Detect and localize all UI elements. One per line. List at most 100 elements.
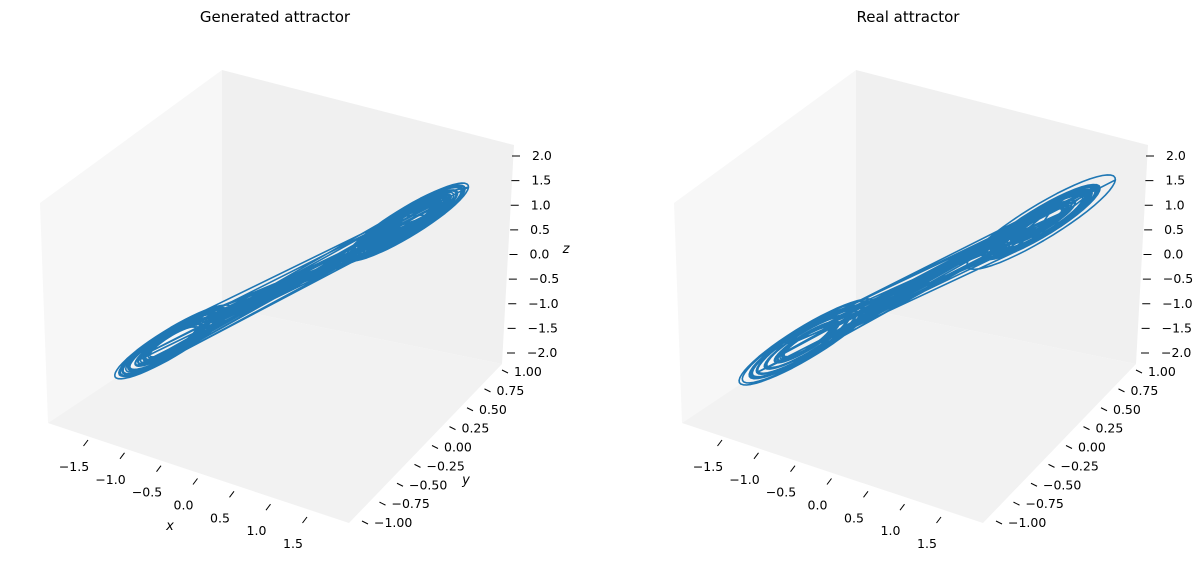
z-tick-label: 1.0 xyxy=(1165,197,1185,212)
x-axis-ticks: −1.5 −1.0 −0.5 0.0 0.5 1.0 1.5 xyxy=(693,439,942,551)
z-tick-label: 0.0 xyxy=(530,247,550,262)
z-tick-label: 1.0 xyxy=(531,197,551,212)
y-tick-mark xyxy=(1030,482,1038,487)
x-tick-mark xyxy=(83,439,89,447)
y-tick-label: −0.50 xyxy=(409,477,447,492)
z-tick-label: 0.0 xyxy=(1164,247,1184,262)
z-tick-label: 2.0 xyxy=(532,148,552,163)
y-tick-mark xyxy=(1100,407,1108,412)
y-tick-mark xyxy=(449,426,456,431)
x-tick-mark xyxy=(936,516,942,524)
y-axis-ticks: −1.00 −0.75 −0.50 −0.25 0.00 0.25 0.50 0.75 1.00 xyxy=(361,364,542,530)
y-tick-label: 0.00 xyxy=(444,440,472,455)
x-tick-label: −1.0 xyxy=(95,472,125,487)
z-tick-label: 1.5 xyxy=(531,173,551,188)
y-tick-mark xyxy=(1118,388,1125,393)
z-tick-label: 2.0 xyxy=(1166,148,1186,163)
y-tick-label: −0.75 xyxy=(392,496,430,511)
y-tick-label: 0.25 xyxy=(1096,421,1124,436)
z-axis-ticks: −2.0 −1.5 −1.0 −0.5 0.0 0.5 1.0 1.5 2.0 xyxy=(1141,148,1193,360)
x-tick-mark xyxy=(119,452,125,460)
x-tick-mark xyxy=(265,503,271,511)
x-tick-mark xyxy=(156,465,162,472)
y-tick-mark xyxy=(361,520,369,525)
x-tick-mark xyxy=(790,465,796,472)
x-tick-label: 1.5 xyxy=(917,536,937,551)
y-tick-mark xyxy=(1135,369,1143,374)
y-tick-mark xyxy=(431,445,439,449)
x-tick-label: 0.5 xyxy=(844,510,864,525)
y-tick-label: −0.25 xyxy=(427,458,465,473)
x-tick-label: 1.0 xyxy=(247,523,267,538)
y-tick-mark xyxy=(1065,445,1073,449)
y-tick-label: −1.00 xyxy=(374,515,412,530)
x-tick-label: −0.5 xyxy=(766,485,796,500)
y-tick-label: 0.75 xyxy=(497,383,525,398)
z-tick-label: 0.5 xyxy=(530,222,550,237)
y-tick-mark xyxy=(396,482,404,487)
trajectory-line xyxy=(114,182,470,380)
x-tick-mark xyxy=(229,491,235,498)
y-tick-mark xyxy=(484,388,491,393)
z-tick-label: −0.5 xyxy=(529,271,559,286)
x-tick-label: −0.5 xyxy=(132,485,162,500)
chart-title: Generated attractor xyxy=(200,8,351,26)
x-tick-label: −1.5 xyxy=(693,459,723,474)
x-tick-label: −1.0 xyxy=(729,472,759,487)
z-tick-label: −0.5 xyxy=(1163,271,1193,286)
z-tick-label: −1.0 xyxy=(1162,296,1192,311)
z-tick-label: −1.5 xyxy=(1162,320,1192,335)
x-tick-label: 1.0 xyxy=(881,523,901,538)
attractor-trajectory xyxy=(114,182,470,380)
z-tick-label: −2.0 xyxy=(1161,345,1191,360)
right-pane-back xyxy=(856,70,1148,364)
x-tick-mark xyxy=(826,478,832,485)
x-axis-label: x xyxy=(165,519,174,534)
attractor-trajectory xyxy=(738,174,1117,386)
y-tick-label: 0.00 xyxy=(1078,440,1106,455)
y-tick-mark xyxy=(1083,426,1090,431)
z-axis-label: z xyxy=(562,242,571,257)
y-axis-label: y xyxy=(461,473,470,488)
z-tick-label: 1.5 xyxy=(1165,173,1185,188)
z-tick-label: 0.5 xyxy=(1164,222,1184,237)
y-tick-label: −0.50 xyxy=(1043,477,1081,492)
z-axis-ticks: −2.0 −1.5 −1.0 −0.5 0.0 0.5 1.0 1.5 2.0 xyxy=(507,148,559,360)
y-tick-label: −0.25 xyxy=(1061,458,1099,473)
left-pane-back xyxy=(40,70,222,423)
y-tick-label: 0.50 xyxy=(1113,402,1141,417)
x-tick-label: −1.5 xyxy=(59,459,89,474)
y-tick-label: 0.75 xyxy=(1131,383,1159,398)
x-tick-mark xyxy=(863,491,869,498)
z-tick-label: −2.0 xyxy=(527,345,557,360)
z-tick-label: −1.5 xyxy=(528,320,558,335)
y-tick-label: 0.50 xyxy=(479,402,507,417)
generated-attractor-panel: −1.5−1.0−0.50.00.51.01.5 −1.00−0.75−0.50… xyxy=(40,8,571,551)
x-axis-ticks: −1.5 −1.0 −0.5 0.0 0.5 1.0 1.5 xyxy=(59,439,308,551)
y-tick-label: 1.00 xyxy=(514,364,542,379)
y-tick-mark xyxy=(995,520,1003,525)
x-tick-label: 0.5 xyxy=(210,510,230,525)
y-tick-label: 1.00 xyxy=(1148,364,1176,379)
chart-title: Real attractor xyxy=(857,8,961,26)
x-tick-mark xyxy=(192,478,198,485)
y-tick-mark xyxy=(1013,501,1020,506)
trajectory-line xyxy=(738,174,1117,386)
real-attractor-panel: −1.5−1.0−0.50.00.51.01.5 −1.00−0.75−0.50… xyxy=(674,8,1193,551)
y-axis-ticks: −1.00 −0.75 −0.50 −0.25 0.00 0.25 0.50 0.75 1.00 xyxy=(995,364,1176,530)
x-tick-label: 0.0 xyxy=(808,498,828,513)
y-tick-label: −0.75 xyxy=(1026,496,1064,511)
y-tick-label: 0.25 xyxy=(462,421,490,436)
x-tick-mark xyxy=(717,439,723,447)
y-tick-mark xyxy=(379,501,386,506)
y-tick-mark xyxy=(501,369,509,374)
y-tick-mark xyxy=(1048,463,1055,468)
x-tick-mark xyxy=(899,503,905,511)
x-tick-label: 1.5 xyxy=(283,536,303,551)
x-tick-mark xyxy=(302,516,308,524)
y-tick-mark xyxy=(414,463,421,468)
y-tick-label: −1.00 xyxy=(1008,515,1046,530)
z-tick-label: −1.0 xyxy=(528,296,558,311)
x-tick-label: 0.0 xyxy=(174,498,194,513)
